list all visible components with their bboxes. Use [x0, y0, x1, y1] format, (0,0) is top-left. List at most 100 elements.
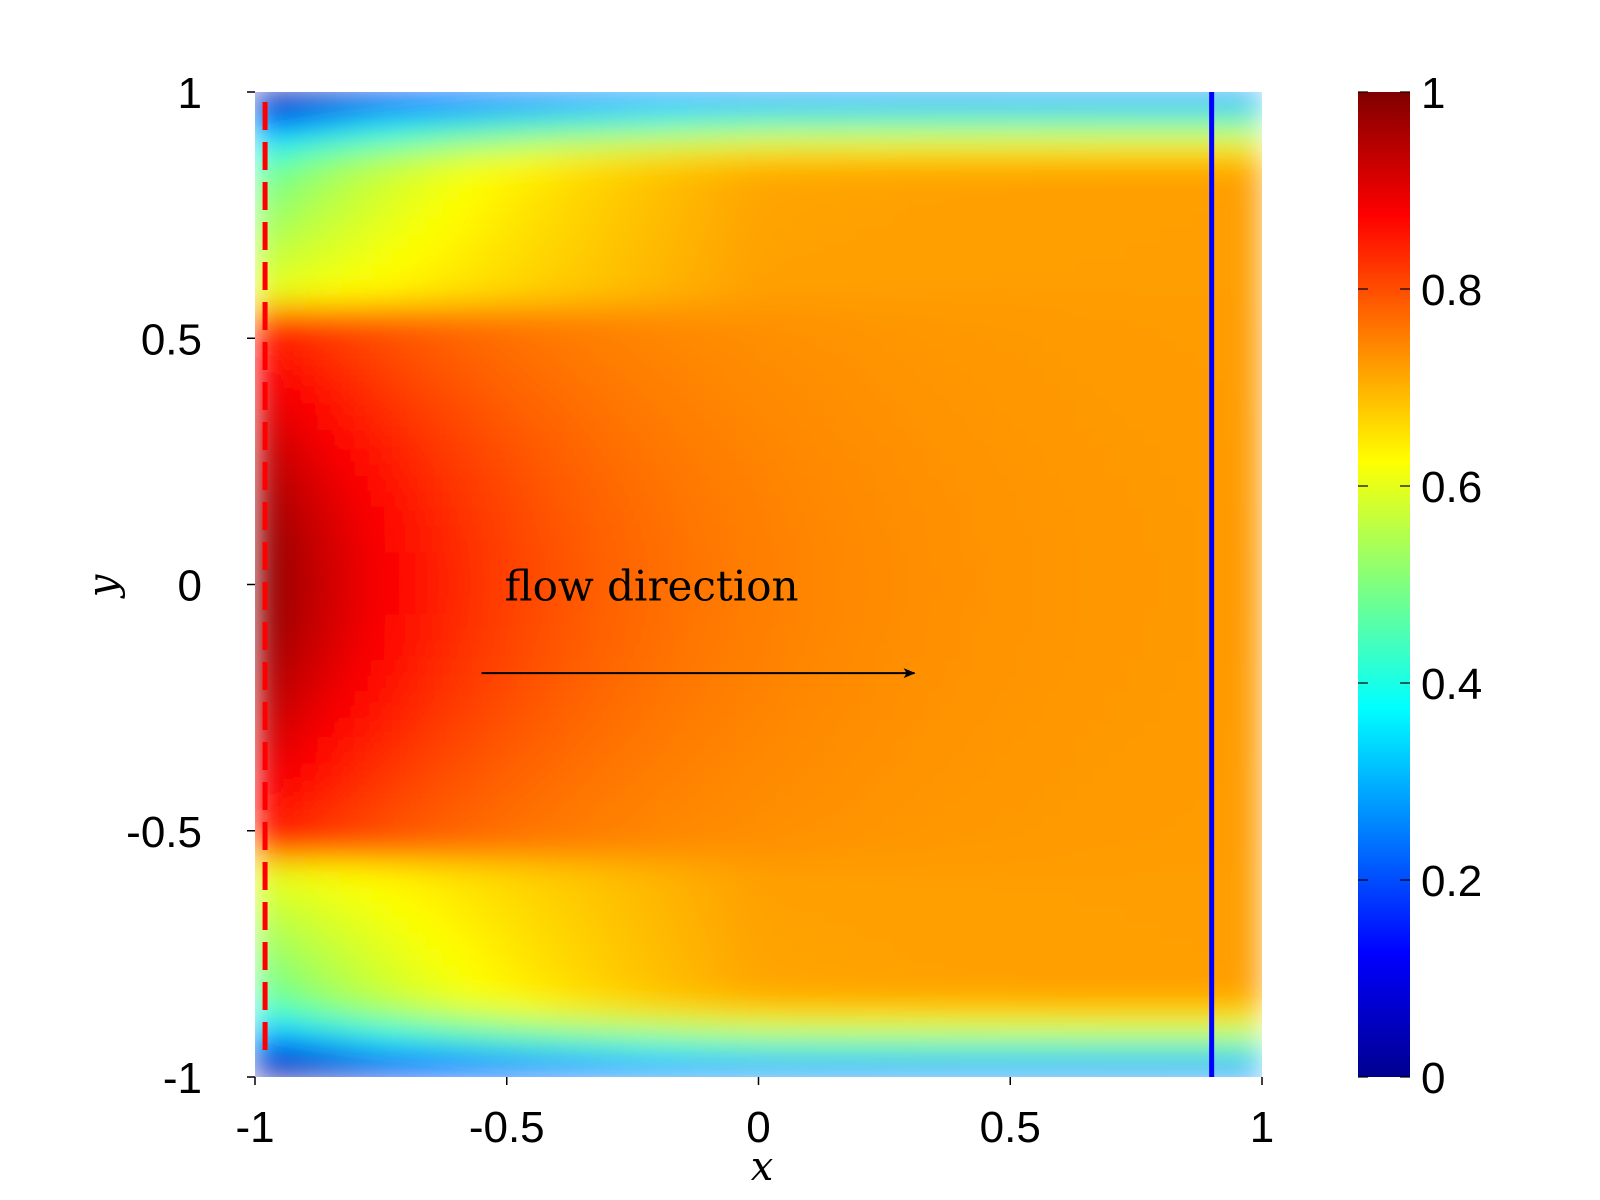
heatmap-cell: [606, 829, 626, 848]
heatmap-cell: [405, 260, 424, 278]
heatmap-cell: [1026, 137, 1045, 155]
heatmap-cell: [1177, 675, 1196, 694]
heatmap-cell: [656, 737, 676, 755]
heatmap-cell: [337, 706, 357, 725]
heatmap-cell: [707, 383, 726, 401]
heatmap-cell: [371, 167, 391, 186]
heatmap-cell: [572, 321, 592, 340]
heatmap-cell: [354, 444, 374, 463]
heatmap-cell: [1076, 552, 1096, 571]
heatmap-cell: [958, 891, 978, 909]
heatmap-cell: [1143, 460, 1163, 478]
heatmap-cell: [673, 106, 693, 124]
heatmap-cell: [321, 814, 340, 832]
heatmap-cell: [640, 92, 659, 109]
heatmap-cell: [1143, 506, 1163, 524]
heatmap-cell: [572, 244, 592, 263]
x-tick-label: -1: [235, 1103, 274, 1152]
heatmap-cell: [975, 491, 995, 509]
heatmap-cell: [1160, 475, 1180, 494]
heatmap-cell: [841, 183, 861, 201]
heatmap-cell: [958, 922, 978, 940]
heatmap-cell: [874, 675, 894, 694]
heatmap-cell: [1026, 860, 1045, 878]
heatmap-cell: [1076, 306, 1096, 324]
heatmap-cell: [1143, 706, 1163, 725]
heatmap-cell: [255, 845, 273, 863]
heatmap-cell: [1210, 383, 1230, 401]
heatmap-cell: [975, 968, 995, 986]
heatmap-cell: [925, 937, 945, 955]
heatmap-cell: [723, 337, 743, 355]
heatmap-cell: [472, 968, 491, 986]
heatmap-cell: [942, 260, 961, 278]
heatmap-cell: [757, 706, 777, 725]
heatmap-cell: [606, 506, 626, 524]
heatmap-cell: [606, 783, 626, 801]
heatmap-cell: [723, 737, 743, 755]
heatmap-cell: [757, 645, 777, 663]
heatmap-cell: [774, 645, 794, 663]
heatmap-cell: [874, 891, 894, 909]
heatmap-cell: [270, 968, 290, 986]
heatmap-cell: [623, 260, 643, 278]
heatmap-cell: [287, 506, 307, 524]
heatmap-cell: [438, 306, 458, 324]
heatmap-cell: [405, 552, 424, 571]
heatmap-cell: [623, 875, 643, 894]
heatmap-cell: [1076, 1029, 1096, 1048]
heatmap-cell: [807, 321, 827, 340]
heatmap-cell: [975, 291, 995, 309]
heatmap-cell: [623, 598, 643, 617]
heatmap-cell: [1177, 291, 1196, 309]
heatmap-cell: [421, 137, 441, 155]
heatmap-cell: [304, 460, 324, 478]
heatmap-cell: [656, 598, 676, 617]
heatmap-cell: [1109, 829, 1129, 848]
heatmap-cell: [472, 383, 491, 401]
heatmap-cell: [1109, 968, 1129, 986]
heatmap-cell: [1193, 460, 1213, 478]
heatmap-cell: [841, 737, 861, 755]
heatmap-cell: [908, 583, 928, 601]
heatmap-cell: [992, 706, 1012, 725]
heatmap-cell: [556, 845, 575, 863]
heatmap-cell: [1244, 922, 1262, 940]
heatmap-cell: [640, 383, 659, 401]
heatmap-cell: [640, 875, 659, 894]
heatmap-cell: [975, 475, 995, 494]
heatmap-cell: [405, 691, 424, 709]
heatmap-cell: [707, 598, 726, 617]
heatmap-cell: [1126, 722, 1146, 740]
heatmap-cell: [908, 368, 928, 386]
heatmap-cell: [841, 860, 861, 878]
heatmap-cell: [1244, 152, 1262, 170]
heatmap-cell: [1009, 583, 1029, 601]
heatmap-cell: [1143, 198, 1163, 217]
heatmap-cell: [505, 291, 525, 309]
heatmap-cell: [690, 968, 710, 986]
heatmap-cell: [572, 983, 592, 1002]
heatmap-cell: [1026, 691, 1045, 709]
heatmap-cell: [455, 798, 475, 817]
heatmap-cell: [891, 444, 911, 463]
heatmap-cell: [371, 875, 391, 894]
heatmap-cell: [774, 968, 794, 986]
heatmap-cell: [438, 875, 458, 894]
heatmap-cell: [606, 198, 626, 217]
heatmap-cell: [1143, 521, 1163, 540]
heatmap-cell: [556, 891, 575, 909]
heatmap-cell: [640, 752, 659, 771]
heatmap-cell: [589, 1014, 609, 1032]
heatmap-cell: [589, 321, 609, 340]
heatmap-cell: [472, 568, 491, 586]
heatmap-cell: [589, 275, 609, 294]
heatmap-cell: [925, 214, 945, 232]
heatmap-cell: [891, 337, 911, 355]
heatmap-cell: [1177, 352, 1196, 371]
heatmap-cell: [925, 167, 945, 186]
heatmap-cell: [1160, 937, 1180, 955]
heatmap-cell: [891, 244, 911, 263]
heatmap-cell: [807, 968, 827, 986]
heatmap-cell: [723, 798, 743, 817]
